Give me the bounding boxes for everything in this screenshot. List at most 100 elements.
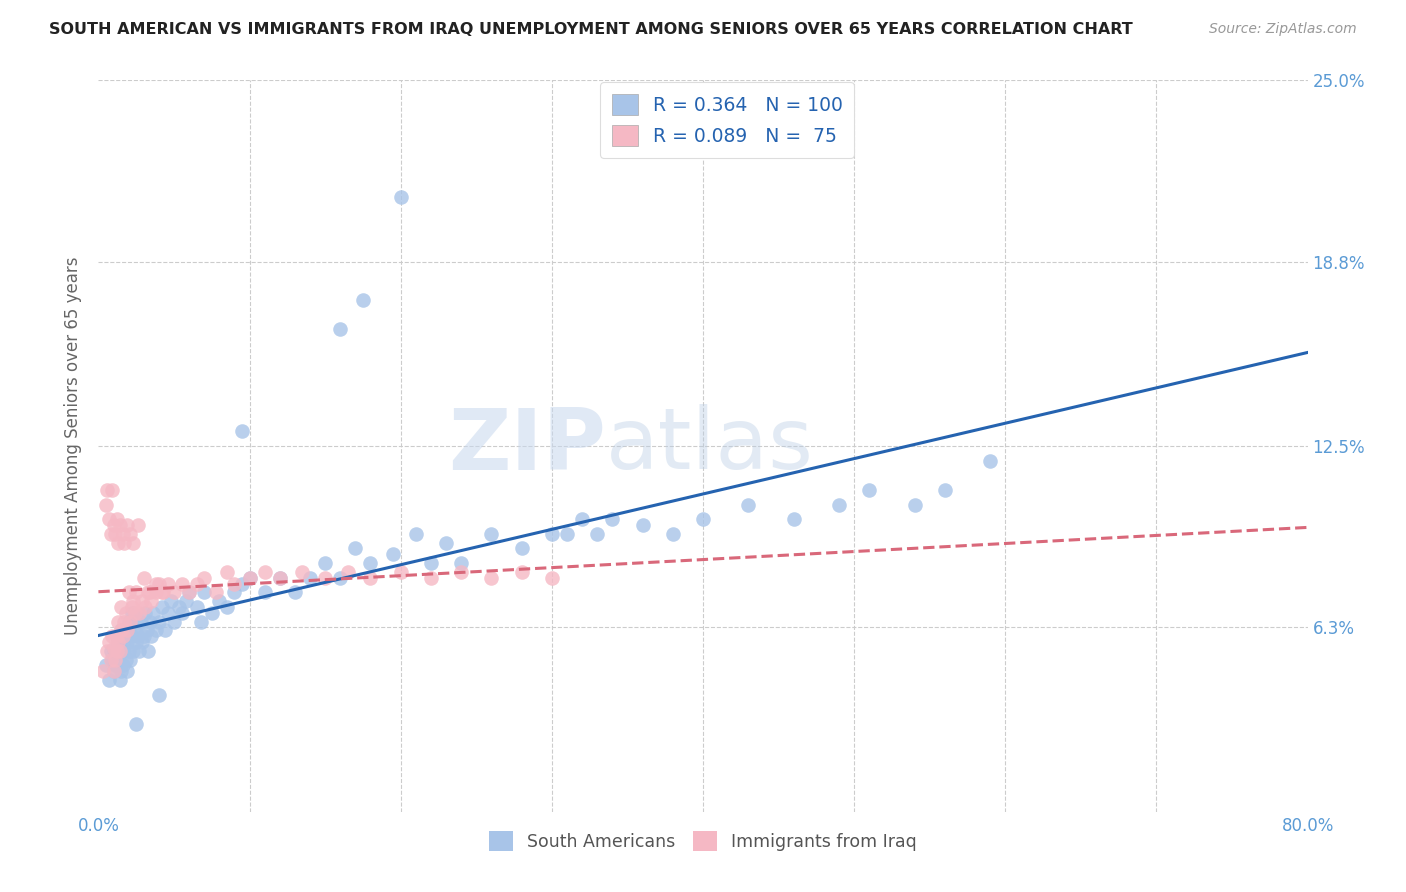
Point bbox=[101, 629, 124, 643]
Point bbox=[139, 585, 162, 599]
Point bbox=[170, 576, 193, 591]
Point bbox=[389, 565, 412, 579]
Point bbox=[111, 526, 134, 541]
Point bbox=[136, 644, 159, 658]
Point bbox=[121, 599, 143, 614]
Point bbox=[360, 571, 382, 585]
Point bbox=[510, 565, 533, 579]
Point bbox=[253, 585, 276, 599]
Point bbox=[124, 606, 146, 620]
Point bbox=[163, 585, 186, 599]
Point bbox=[179, 585, 201, 599]
Point bbox=[167, 599, 190, 614]
Point bbox=[96, 483, 118, 497]
Point bbox=[98, 673, 121, 687]
Point bbox=[115, 624, 138, 638]
Point bbox=[110, 644, 132, 658]
Point bbox=[231, 576, 253, 591]
Point bbox=[135, 624, 157, 638]
Point bbox=[586, 526, 609, 541]
Point bbox=[179, 585, 201, 599]
Point bbox=[141, 594, 163, 608]
Point bbox=[329, 571, 352, 585]
Point bbox=[125, 615, 148, 629]
Point bbox=[104, 526, 127, 541]
Point bbox=[174, 594, 197, 608]
Point bbox=[661, 526, 683, 541]
Point bbox=[104, 652, 127, 666]
Point bbox=[314, 556, 336, 570]
Point bbox=[208, 594, 231, 608]
Point bbox=[127, 629, 149, 643]
Point bbox=[153, 624, 176, 638]
Point bbox=[239, 571, 262, 585]
Point bbox=[193, 585, 215, 599]
Point bbox=[145, 585, 167, 599]
Point bbox=[186, 576, 208, 591]
Point bbox=[156, 576, 179, 591]
Point bbox=[112, 615, 135, 629]
Point bbox=[124, 624, 146, 638]
Point bbox=[100, 644, 122, 658]
Point bbox=[150, 599, 173, 614]
Point bbox=[783, 512, 806, 526]
Point bbox=[344, 541, 367, 556]
Point bbox=[115, 635, 138, 649]
Point bbox=[979, 453, 1001, 467]
Point bbox=[215, 565, 238, 579]
Point bbox=[105, 629, 128, 643]
Point bbox=[118, 585, 141, 599]
Point bbox=[205, 585, 228, 599]
Point bbox=[134, 606, 156, 620]
Point bbox=[118, 615, 141, 629]
Point bbox=[129, 615, 152, 629]
Point bbox=[148, 688, 170, 702]
Point bbox=[121, 606, 143, 620]
Point bbox=[299, 571, 322, 585]
Point bbox=[107, 635, 129, 649]
Point bbox=[107, 658, 129, 673]
Y-axis label: Unemployment Among Seniors over 65 years: Unemployment Among Seniors over 65 years bbox=[65, 257, 83, 635]
Point bbox=[148, 615, 170, 629]
Point bbox=[107, 635, 129, 649]
Point bbox=[360, 556, 382, 570]
Text: Source: ZipAtlas.com: Source: ZipAtlas.com bbox=[1209, 22, 1357, 37]
Point bbox=[291, 565, 314, 579]
Point bbox=[128, 644, 150, 658]
Point bbox=[120, 526, 142, 541]
Point bbox=[269, 571, 291, 585]
Point bbox=[231, 425, 253, 439]
Point bbox=[631, 518, 654, 533]
Point bbox=[215, 599, 238, 614]
Point bbox=[193, 571, 215, 585]
Point bbox=[105, 629, 128, 643]
Legend: South Americans, Immigrants from Iraq: South Americans, Immigrants from Iraq bbox=[482, 824, 924, 858]
Point bbox=[101, 652, 124, 666]
Point bbox=[692, 512, 714, 526]
Point bbox=[382, 547, 405, 561]
Point bbox=[148, 576, 170, 591]
Point bbox=[150, 585, 173, 599]
Point bbox=[114, 652, 136, 666]
Point bbox=[160, 594, 183, 608]
Point bbox=[110, 665, 132, 679]
Point bbox=[858, 483, 880, 497]
Point bbox=[156, 606, 179, 620]
Point bbox=[115, 665, 138, 679]
Point bbox=[450, 556, 472, 570]
Point bbox=[128, 606, 150, 620]
Point bbox=[101, 483, 124, 497]
Point bbox=[105, 644, 128, 658]
Point bbox=[239, 571, 262, 585]
Text: atlas: atlas bbox=[606, 404, 814, 488]
Point bbox=[139, 615, 162, 629]
Point bbox=[110, 624, 132, 638]
Point bbox=[108, 644, 131, 658]
Point bbox=[555, 526, 578, 541]
Point bbox=[420, 571, 443, 585]
Point bbox=[405, 526, 427, 541]
Point bbox=[828, 498, 851, 512]
Point bbox=[125, 635, 148, 649]
Point bbox=[96, 644, 118, 658]
Point bbox=[141, 629, 163, 643]
